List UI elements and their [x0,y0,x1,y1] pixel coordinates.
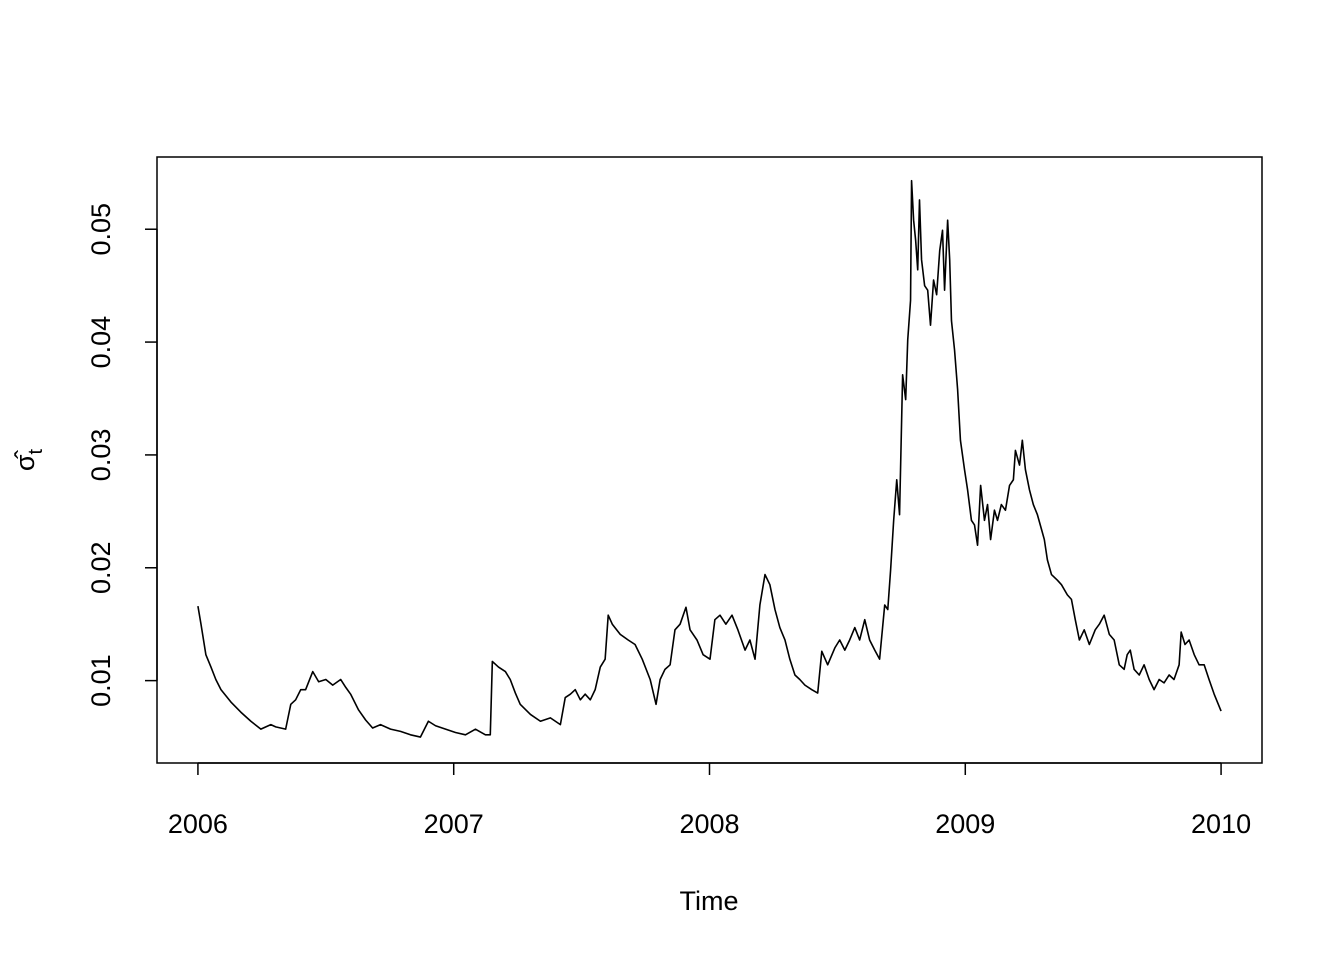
plot-frame [156,156,1263,764]
x-tick-label: 2009 [935,809,995,839]
series-line [197,179,1222,738]
y-tick-label: 0.03 [86,429,116,482]
x-tick-label: 2006 [168,809,228,839]
x-tick-label: 2010 [1191,809,1251,839]
y-axis-label-symbol: σ̂ [10,449,40,471]
y-tick-label: 0.05 [86,203,116,256]
y-tick-label: 0.02 [86,541,116,594]
y-axis-label-subscript: t [25,448,47,454]
y-tick-label: 0.01 [86,654,116,707]
y-axis-label: σ̂t [10,448,47,471]
y-tick-label: 0.04 [86,316,116,369]
x-tick-label: 2007 [424,809,484,839]
x-axis-label: Time [680,886,739,916]
x-tick-label: 2008 [679,809,739,839]
